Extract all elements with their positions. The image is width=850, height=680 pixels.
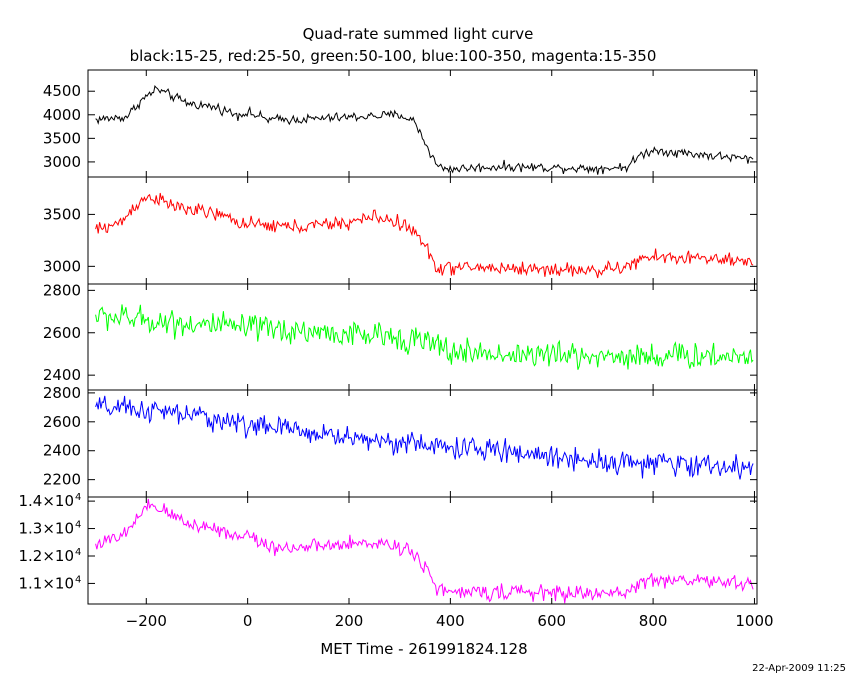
panel-green: 2400 2600 2800 [43, 281, 758, 391]
timestamp: 22-Apr-2009 11:25 [752, 663, 846, 674]
panel-black-frame [87, 69, 758, 178]
x-axis: −200 0 200 400 600 800 1000 [126, 612, 774, 630]
series-green-line [95, 304, 754, 370]
y-tick-label-magenta-12000: 1.2×10 [18, 547, 74, 565]
x-tick-label-200: 200 [335, 612, 364, 630]
x-tick-label-0: 0 [243, 612, 253, 630]
y-tick-label-magenta-11000: 1.1×10 [18, 574, 74, 592]
x-tick-label-1000: 1000 [735, 612, 773, 630]
y-tick-label-red-3500: 3500 [43, 205, 81, 223]
panel-red: 3000 3500 [43, 176, 758, 285]
y-tick-label-blue-2400: 2400 [43, 442, 81, 460]
y-tick-label-green-2800: 2800 [43, 281, 81, 299]
x-tick-label-800: 800 [639, 612, 668, 630]
y-tick-label-magenta-13000: 1.3×10 [18, 520, 74, 538]
series-blue-line [95, 395, 754, 480]
series-red-line [95, 192, 754, 279]
chart-subtitle: black:15-25, red:25-50, green:50-100, bl… [130, 47, 657, 65]
panels-group: 3000350040004500300035002400260028002200… [18, 69, 758, 605]
y-tick-label-blue-2600: 2600 [43, 413, 81, 431]
panel-magenta: 1.1×10 41.2×10 41.3×10 41.4×10 4 [18, 492, 758, 605]
y-tick-label-blue-2200: 2200 [43, 471, 81, 489]
y-tick-label-magenta-14000: 1.4×10 [18, 492, 74, 510]
series-magenta-line [95, 498, 754, 604]
y-tick-exponent-14000: 4 [75, 492, 81, 503]
x-tick-label-600: 600 [537, 612, 566, 630]
series-black-line [95, 84, 754, 175]
y-tick-label-black-4000: 4000 [43, 106, 81, 124]
y-tick-label-blue-2800: 2800 [43, 384, 81, 402]
y-tick-exponent-12000: 4 [75, 547, 81, 558]
x-tick-label--200: −200 [126, 612, 167, 630]
panel-red-frame [87, 176, 758, 285]
panel-blue: 2200 2400 2600 2800 [43, 384, 758, 498]
y-tick-label-black-3500: 3500 [43, 129, 81, 147]
x-tick-label-400: 400 [436, 612, 465, 630]
y-tick-exponent-13000: 4 [75, 520, 81, 531]
y-tick-label-black-3000: 3000 [43, 153, 81, 171]
y-tick-label-green-2400: 2400 [43, 366, 81, 384]
y-tick-label-red-3000: 3000 [43, 257, 81, 275]
y-tick-label-black-4500: 4500 [43, 82, 81, 100]
x-axis-label: MET Time - 261991824.128 [320, 640, 527, 658]
y-tick-label-green-2600: 2600 [43, 324, 81, 342]
panel-magenta-frame [87, 496, 758, 605]
panel-green-frame [87, 283, 758, 391]
y-tick-exponent-11000: 4 [75, 574, 81, 585]
chart-title: Quad-rate summed light curve [303, 25, 534, 43]
panel-black: 3000 3500 4000 4500 [43, 69, 758, 178]
